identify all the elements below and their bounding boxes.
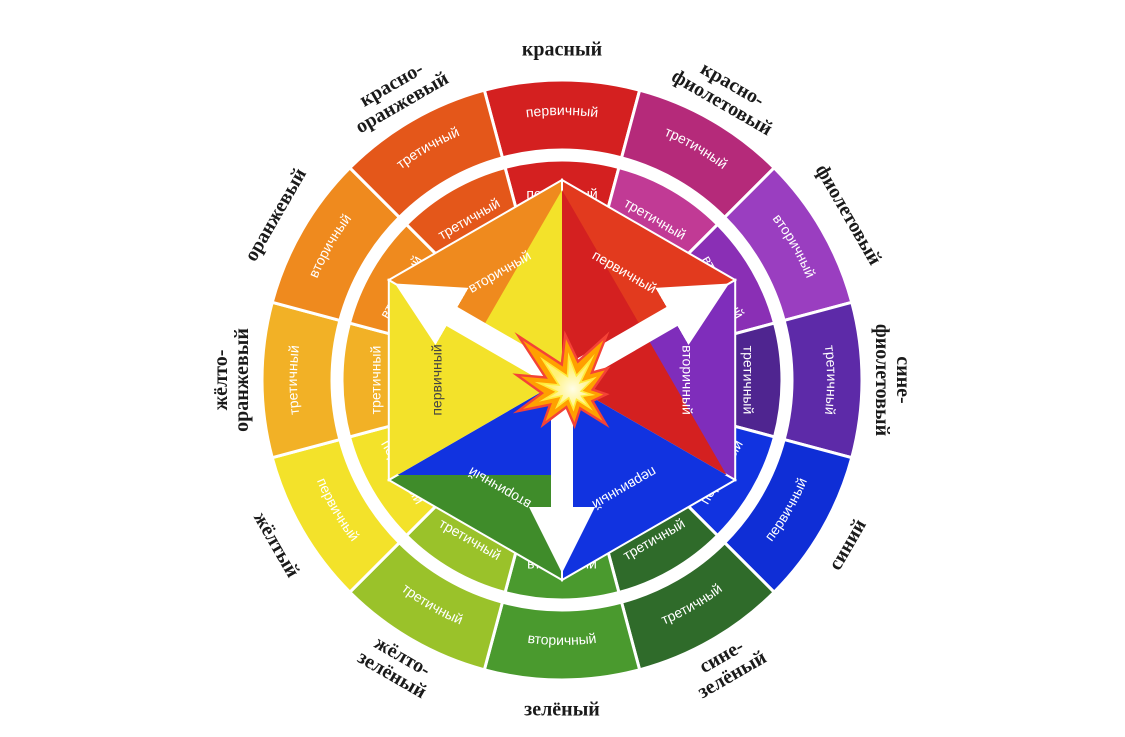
ring-label: третичный bbox=[368, 346, 384, 415]
svg-text:третичный: третичный bbox=[822, 344, 840, 416]
outer-label-yellow-orange: жёлто- оранжевый bbox=[211, 328, 253, 432]
outer-label-red: красный bbox=[522, 40, 602, 61]
svg-text:третичный: третичный bbox=[284, 344, 302, 416]
svg-text:первичный: первичный bbox=[525, 102, 599, 120]
outer-label-green: зелёный bbox=[524, 700, 600, 721]
collision-burst-emoji: 💥 bbox=[507, 329, 617, 432]
svg-text:вторичный: вторичный bbox=[527, 630, 597, 648]
svg-text:первичный: первичный bbox=[429, 344, 445, 415]
svg-text:вторичный: вторичный bbox=[679, 345, 695, 415]
outer-label-blue-violet: сине- фиолетовый bbox=[871, 324, 913, 436]
ring-label: третичный bbox=[740, 346, 756, 415]
color-wheel-diagram: первичный третичный вторичный третичный перв… bbox=[0, 0, 1125, 737]
